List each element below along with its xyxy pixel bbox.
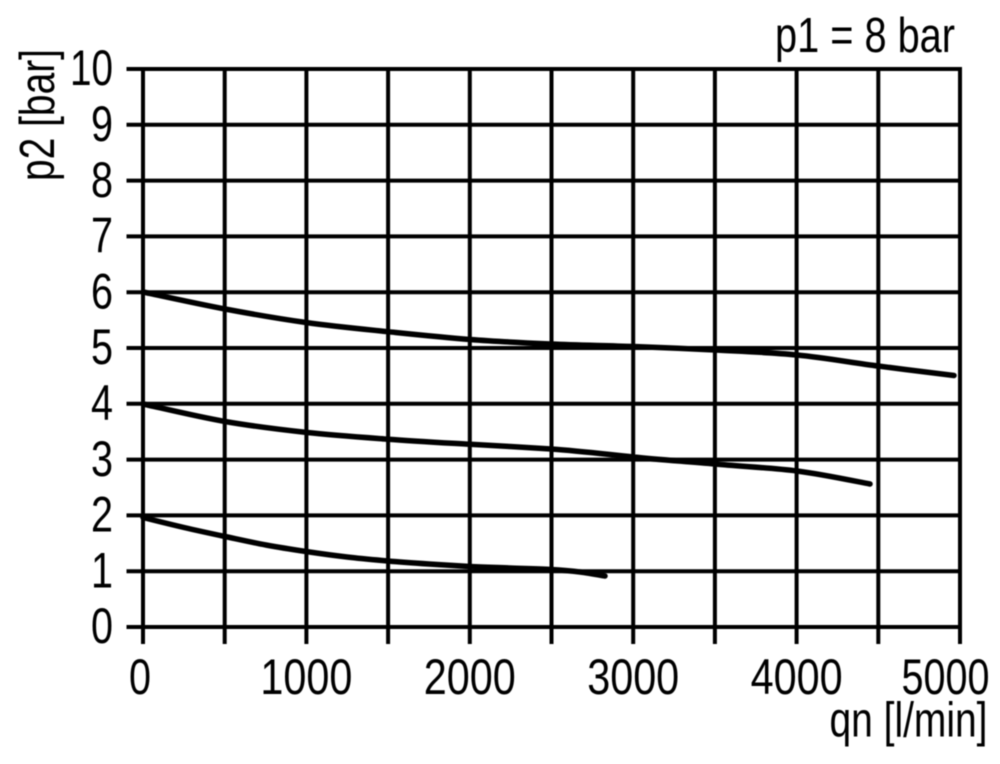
svg-text:1000: 1000 [260,649,352,705]
svg-text:3000: 3000 [587,649,679,705]
svg-text:qn [l/min]: qn [l/min] [830,694,988,748]
svg-text:0: 0 [91,598,113,654]
svg-text:3: 3 [91,431,113,487]
svg-text:p1 = 8 bar: p1 = 8 bar [775,9,955,63]
svg-text:8: 8 [91,152,113,208]
svg-text:4000: 4000 [751,649,843,705]
svg-text:2: 2 [91,487,113,543]
svg-text:5: 5 [91,319,113,375]
svg-text:6: 6 [91,263,113,319]
svg-text:10: 10 [70,40,113,96]
svg-text:7: 7 [91,208,113,264]
svg-text:2000: 2000 [424,649,516,705]
svg-text:5000: 5000 [902,649,990,705]
svg-text:9: 9 [91,96,113,152]
svg-text:p2 [bar]: p2 [bar] [11,49,65,181]
svg-text:0: 0 [129,649,151,705]
svg-text:4: 4 [91,375,113,431]
svg-text:1: 1 [91,542,113,598]
